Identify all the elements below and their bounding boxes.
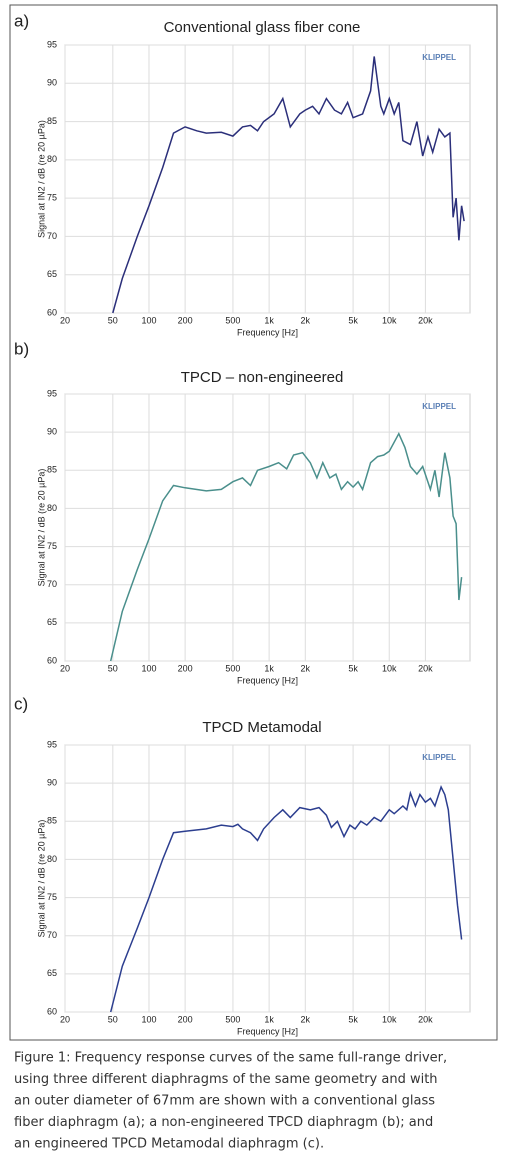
chart-title: TPCD Metamodal bbox=[202, 719, 321, 736]
y-tick-label: 75 bbox=[47, 193, 57, 203]
caption-line: Figure 1: Frequency response curves of t… bbox=[14, 1051, 447, 1066]
chart-title: Conventional glass fiber cone bbox=[164, 19, 361, 36]
x-tick-label: 20 bbox=[60, 315, 70, 325]
x-tick-label: 1k bbox=[264, 315, 274, 325]
y-tick-label: 65 bbox=[47, 968, 57, 978]
x-tick-label: 20 bbox=[60, 1014, 70, 1024]
x-tick-label: 1k bbox=[264, 663, 274, 673]
y-tick-label: 95 bbox=[47, 39, 57, 49]
y-tick-label: 70 bbox=[47, 231, 57, 241]
x-tick-label: 10k bbox=[382, 663, 397, 673]
y-tick-label: 90 bbox=[47, 78, 57, 88]
y-tick-label: 85 bbox=[47, 816, 57, 826]
y-tick-label: 95 bbox=[47, 739, 57, 749]
y-tick-label: 70 bbox=[47, 579, 57, 589]
watermark: KLIPPEL bbox=[422, 753, 456, 762]
y-tick-label: 85 bbox=[47, 116, 57, 126]
caption-line: an engineered TPCD Metamodal diaphragm (… bbox=[14, 1137, 324, 1152]
y-axis-label: Signal at IN2 / dB (re 20 µPa) bbox=[36, 469, 46, 587]
y-tick-label: 90 bbox=[47, 778, 57, 788]
x-tick-label: 100 bbox=[141, 663, 156, 673]
y-tick-label: 85 bbox=[47, 465, 57, 475]
x-tick-label: 200 bbox=[178, 663, 193, 673]
x-tick-label: 50 bbox=[108, 1014, 118, 1024]
y-tick-label: 60 bbox=[47, 655, 57, 665]
plot-area bbox=[64, 393, 471, 662]
y-tick-label: 75 bbox=[47, 892, 57, 902]
x-tick-label: 2k bbox=[301, 315, 311, 325]
response-curve bbox=[109, 432, 463, 662]
x-tick-label: 5k bbox=[348, 1014, 358, 1024]
x-tick-label: 50 bbox=[108, 315, 118, 325]
x-axis-label: Frequency [Hz] bbox=[237, 675, 298, 685]
x-tick-label: 200 bbox=[178, 315, 193, 325]
panel-label: a) bbox=[14, 11, 29, 30]
panel-label: c) bbox=[14, 694, 28, 713]
x-tick-label: 500 bbox=[225, 663, 240, 673]
y-tick-label: 70 bbox=[47, 930, 57, 940]
x-tick-label: 500 bbox=[225, 1014, 240, 1024]
y-tick-label: 60 bbox=[47, 1006, 57, 1016]
caption-line: fiber diaphragm (a); a non-engineered TP… bbox=[14, 1115, 433, 1130]
y-axis-label: Signal at IN2 / dB (re 20 µPa) bbox=[36, 120, 46, 238]
chart-title: TPCD – non-engineered bbox=[181, 369, 344, 386]
plot-area bbox=[64, 44, 471, 314]
x-axis-label: Frequency [Hz] bbox=[237, 327, 298, 337]
y-axis-label: Signal at IN2 / dB (re 20 µPa) bbox=[36, 820, 46, 938]
x-axis-label: Frequency [Hz] bbox=[237, 1026, 298, 1036]
y-tick-label: 80 bbox=[47, 854, 57, 864]
y-tick-label: 60 bbox=[47, 307, 57, 317]
y-tick-label: 80 bbox=[47, 503, 57, 513]
panel-label: b) bbox=[14, 339, 29, 358]
y-tick-label: 65 bbox=[47, 617, 57, 627]
x-tick-label: 10k bbox=[382, 1014, 397, 1024]
response-curve bbox=[109, 785, 463, 1013]
y-tick-label: 80 bbox=[47, 154, 57, 164]
x-tick-label: 5k bbox=[348, 663, 358, 673]
x-tick-label: 200 bbox=[178, 1014, 193, 1024]
x-tick-label: 2k bbox=[301, 663, 311, 673]
x-tick-label: 500 bbox=[225, 315, 240, 325]
watermark: KLIPPEL bbox=[422, 53, 456, 62]
x-tick-label: 20k bbox=[418, 1014, 433, 1024]
caption-line: using three different diaphragms of the … bbox=[14, 1072, 438, 1087]
x-tick-label: 50 bbox=[108, 663, 118, 673]
x-tick-label: 20 bbox=[60, 663, 70, 673]
x-tick-label: 100 bbox=[141, 1014, 156, 1024]
x-tick-label: 20k bbox=[418, 663, 433, 673]
y-tick-label: 65 bbox=[47, 269, 57, 279]
x-tick-label: 1k bbox=[264, 1014, 274, 1024]
x-tick-label: 5k bbox=[348, 315, 358, 325]
x-tick-label: 10k bbox=[382, 315, 397, 325]
response-curve bbox=[112, 56, 465, 314]
frame bbox=[9, 4, 498, 1041]
plot-area bbox=[64, 744, 471, 1013]
watermark: KLIPPEL bbox=[422, 402, 456, 411]
x-tick-label: 2k bbox=[301, 1014, 311, 1024]
x-tick-label: 100 bbox=[141, 315, 156, 325]
caption-line: an outer diameter of 67mm are shown with… bbox=[14, 1094, 435, 1109]
y-tick-label: 95 bbox=[47, 388, 57, 398]
y-tick-label: 90 bbox=[47, 427, 57, 437]
y-tick-label: 75 bbox=[47, 541, 57, 551]
x-tick-label: 20k bbox=[418, 315, 433, 325]
